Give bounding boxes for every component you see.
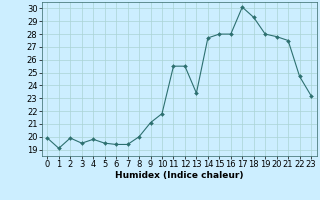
X-axis label: Humidex (Indice chaleur): Humidex (Indice chaleur): [115, 171, 244, 180]
